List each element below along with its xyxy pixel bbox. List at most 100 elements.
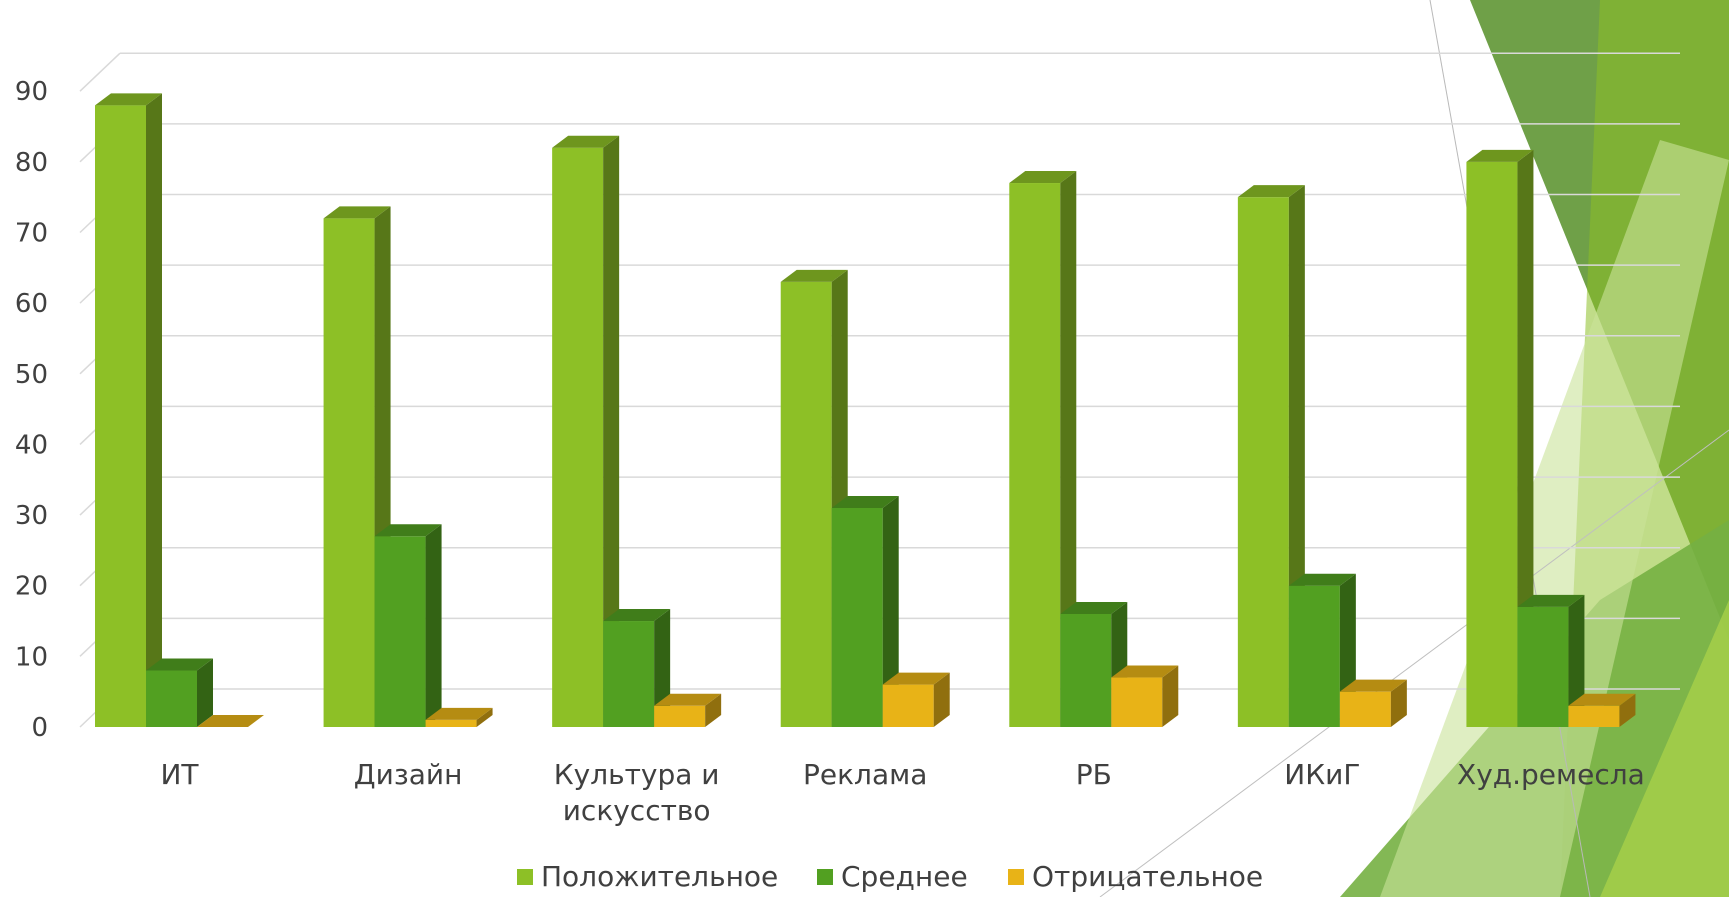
bar-side (933, 672, 950, 727)
legend-swatch (817, 869, 833, 885)
bar (374, 524, 442, 727)
bar-side (705, 693, 722, 727)
bar-top (780, 269, 848, 282)
bar-front (1060, 613, 1112, 727)
bar-front (425, 719, 477, 727)
legend-swatch (517, 869, 533, 885)
legend: Положительное Среднее Отрицательное (517, 860, 1263, 893)
bar-front (1339, 691, 1391, 727)
bar (1009, 171, 1077, 728)
bar (552, 135, 620, 728)
bar-top (95, 93, 162, 106)
bar-top (323, 206, 391, 219)
bar-front (323, 218, 375, 727)
bar (1339, 679, 1407, 727)
legend-item: Отрицательное (1008, 860, 1263, 893)
gridline-depth (79, 52, 121, 92)
decor-triangle (1600, 600, 1729, 897)
bar-top (654, 693, 722, 706)
bar-front (654, 705, 706, 727)
bar-top (1288, 573, 1356, 586)
bar (882, 672, 950, 727)
bars (95, 93, 1636, 728)
bar-front (1288, 585, 1340, 727)
bar (831, 496, 899, 727)
bar-top (197, 715, 264, 727)
x-tick-label: Худ.ремесла (1457, 758, 1645, 791)
bar (1111, 665, 1179, 727)
legend-label: Среднее (841, 860, 968, 893)
bar-side (1162, 665, 1179, 727)
x-tick-line: Культура и (554, 758, 720, 791)
bar-top (1060, 601, 1128, 614)
legend-label: Положительное (541, 860, 778, 893)
y-tick-label: 60 (15, 289, 48, 319)
bar (95, 93, 162, 728)
bar-side (1619, 693, 1636, 727)
y-tick-label: 30 (15, 501, 48, 531)
bar-front (780, 281, 832, 727)
x-tick-label: Реклама (803, 758, 927, 791)
bar-top (1517, 594, 1585, 607)
bar-front (1517, 606, 1569, 727)
bar-top (1339, 679, 1407, 692)
bar-front (1466, 161, 1518, 727)
x-tick-label: РБ (1076, 758, 1112, 791)
y-tick-label: 90 (15, 77, 48, 107)
bar-top (425, 707, 493, 720)
bar-side (146, 93, 162, 728)
y-tick-label: 40 (15, 430, 48, 460)
bar (1568, 693, 1636, 727)
x-tick-line: искусство (563, 794, 711, 827)
bar-top (1111, 665, 1179, 678)
bar-top (603, 609, 671, 622)
bar-top (1237, 185, 1305, 198)
bar-side (425, 524, 442, 727)
y-tick-label: 80 (15, 148, 48, 178)
y-tick-label: 70 (15, 218, 48, 248)
y-axis: 0 10 20 30 40 50 60 70 80 90 (15, 77, 48, 743)
bar-front (603, 621, 655, 727)
y-tick-label: 20 (15, 572, 48, 602)
bar-top (1466, 149, 1534, 162)
bar-top (146, 658, 213, 671)
bar-front (1568, 705, 1620, 727)
bar (197, 715, 264, 727)
legend-label: Отрицательное (1032, 860, 1263, 893)
bar-front (95, 105, 146, 728)
x-axis: ИТ Дизайн Культура и искусство Реклама РБ ИКиГ… (160, 758, 1644, 827)
bar-side (1060, 171, 1077, 728)
bar (146, 658, 213, 727)
legend-item: Среднее (817, 860, 968, 893)
bar-front (1237, 197, 1289, 728)
y-tick-label: 10 (15, 642, 48, 672)
bar-front (882, 684, 934, 727)
x-tick-label: ИКиГ (1284, 758, 1360, 791)
x-tick-label: ИТ (160, 758, 199, 791)
bar-side (1568, 594, 1585, 727)
bar-front (374, 536, 426, 727)
bar-top (882, 672, 950, 685)
bar-front (552, 147, 604, 728)
bar-top (1009, 171, 1077, 184)
y-tick-label: 50 (15, 360, 48, 390)
bar (1466, 149, 1534, 727)
bar-side (603, 135, 620, 728)
bar-top (552, 135, 620, 148)
legend-swatch (1008, 869, 1024, 885)
bar-front (1111, 677, 1163, 727)
bar-side (1517, 149, 1534, 727)
bar-top (1568, 693, 1636, 706)
y-tick-label: 0 (31, 713, 48, 743)
bar (425, 707, 493, 727)
legend-item: Положительное (517, 860, 778, 893)
x-tick-label: Дизайн (354, 758, 463, 791)
x-tick-label: Культура и искусство (554, 758, 720, 827)
bar-side (476, 707, 493, 727)
decor-line (1099, 429, 1729, 898)
bar-side (1390, 679, 1407, 727)
bar (1517, 594, 1585, 727)
bar-top (831, 496, 899, 508)
